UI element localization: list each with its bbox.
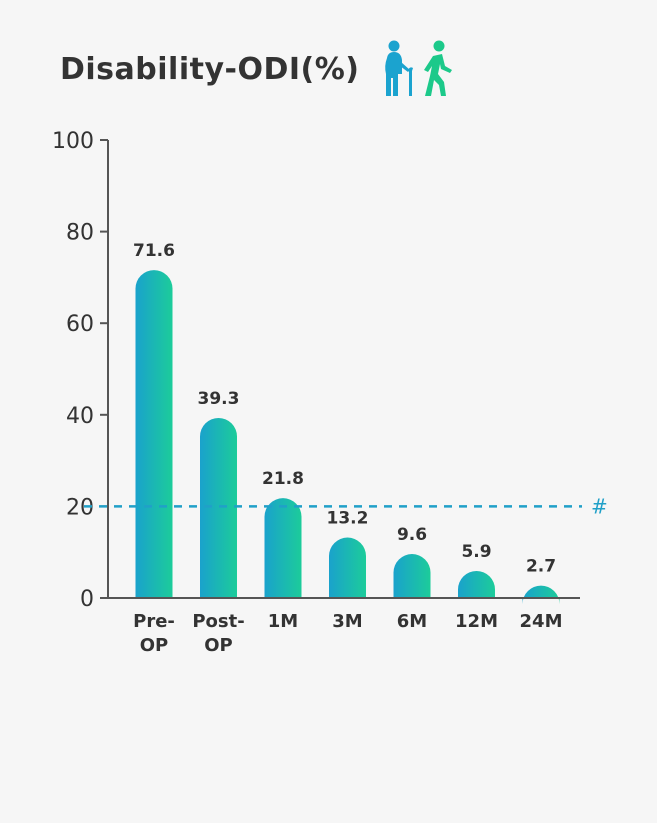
bar-1 [135, 270, 173, 598]
category-label: 6M [397, 611, 427, 632]
category-label: OP [204, 635, 233, 656]
elderly-with-cane-icon [384, 40, 413, 96]
category-label: 24M [520, 611, 563, 632]
icon-group [382, 40, 456, 98]
y-tick-label: 80 [66, 221, 94, 246]
bar-4 [329, 537, 367, 598]
y-tick-label: 100 [52, 129, 94, 154]
data-label: 71.6 [133, 241, 175, 261]
category-label: Pre- [133, 611, 175, 632]
bar-5 [393, 554, 431, 598]
y-tick-label: 0 [80, 587, 94, 612]
data-label: 2.7 [526, 557, 556, 577]
data-label: 9.6 [397, 525, 427, 545]
walking-person-icon [423, 40, 452, 96]
category-label: 3M [332, 611, 362, 632]
title-row: Disability-ODI(%) [60, 40, 456, 98]
data-label: 39.3 [198, 389, 240, 409]
y-tick-label: 60 [66, 312, 94, 337]
data-label: 21.8 [262, 469, 304, 489]
bar-7 [522, 585, 560, 605]
bar-6 [458, 570, 495, 598]
bar-2 [200, 418, 237, 598]
category-label: 1M [268, 611, 298, 632]
data-label: 13.2 [327, 509, 369, 529]
data-label: 5.9 [461, 542, 491, 562]
chart-title: Disability-ODI(%) [60, 51, 360, 87]
reference-line-label: # [591, 494, 608, 518]
category-label: 12M [455, 611, 498, 632]
y-tick-label: 20 [66, 495, 94, 520]
category-label: Post- [192, 611, 244, 632]
category-label: OP [140, 635, 169, 656]
bar-3 [264, 498, 302, 598]
y-tick-label: 40 [66, 404, 94, 429]
